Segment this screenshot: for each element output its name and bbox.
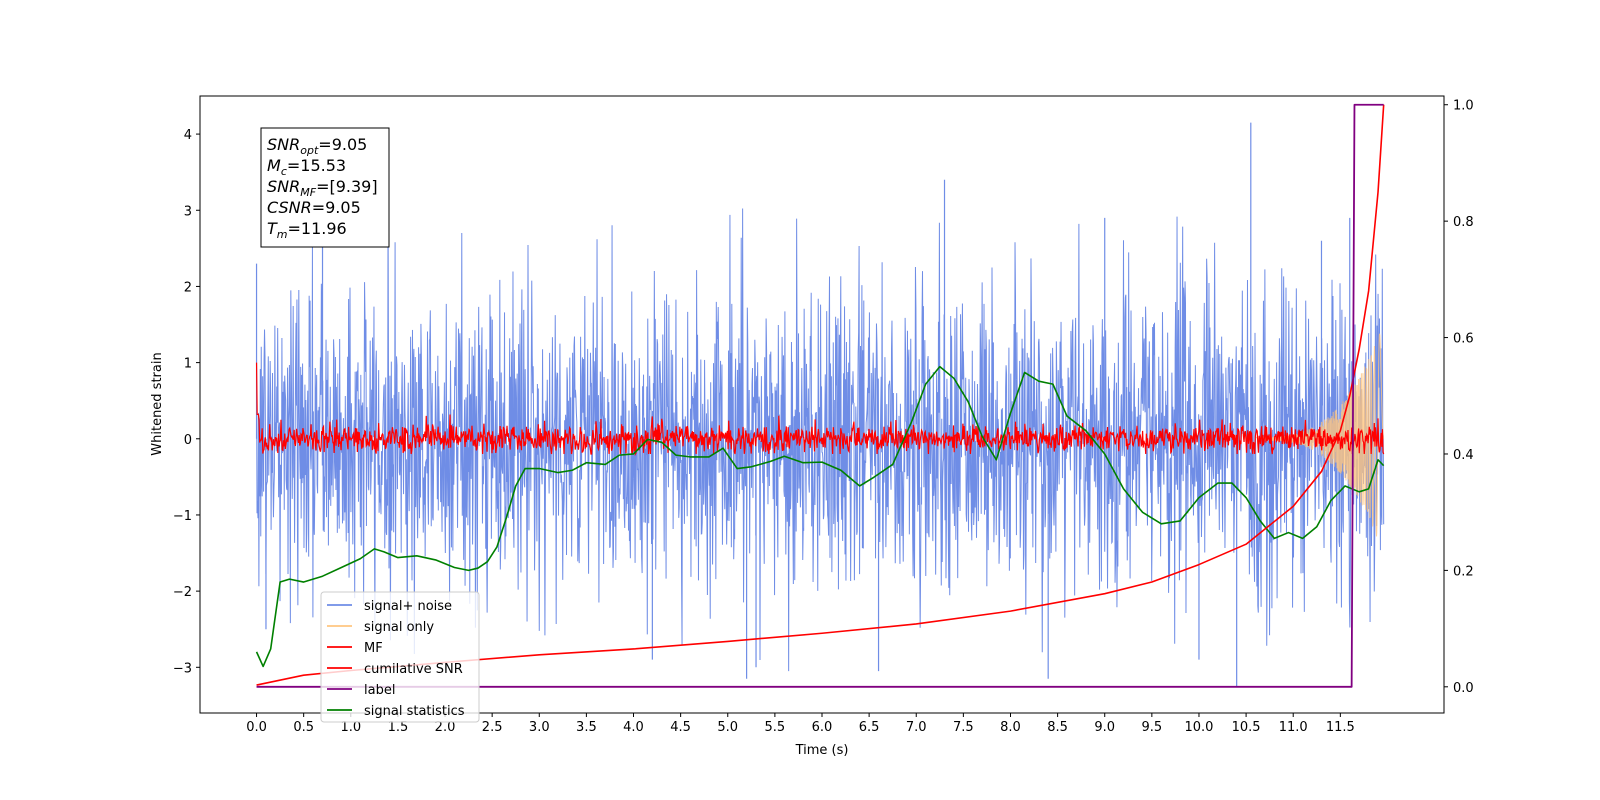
y-tick-label: −3 [173,661,192,676]
x-tick-label: 8.0 [1000,720,1021,735]
y-tick-label: −2 [173,585,192,600]
legend-entry: cumilative SNR [364,662,463,677]
legend-entry: MF [364,641,383,656]
x-tick-label: 3.5 [576,720,597,735]
x-tick-label: 4.5 [670,720,691,735]
y-axis-right: 0.0 0.2 0.4 0.6 0.8 1.0 [1444,99,1474,696]
x-tick-label: 8.5 [1047,720,1068,735]
info-line: CSNR=9.05 [267,198,361,217]
y-axis-left: −3 −2 −1 0 1 2 3 4 [173,128,200,676]
legend-frame [320,591,480,723]
x-tick-label: 5.0 [717,720,738,735]
x-tick-label: 10.5 [1232,720,1261,735]
y2-tick-label: 0.2 [1453,564,1474,579]
x-tick-label: 1.5 [388,720,409,735]
legend-entry: signal only [364,620,434,635]
y2-tick-label: 0.4 [1453,448,1474,463]
y-tick-label: 0 [184,433,192,448]
x-tick-label: 7.5 [953,720,974,735]
legend: signal+ noise signal only MF cumilative SNR… [320,591,480,723]
x-tick-label: 2.5 [482,720,503,735]
plot-area [255,103,1385,688]
x-tick-label: 9.5 [1142,720,1163,735]
x-tick-label: 10.0 [1184,720,1213,735]
info-line: SNRMF=[9.39] [267,177,378,199]
info-line: SNRopt=9.05 [267,135,367,157]
x-tick-label: 9.0 [1094,720,1115,735]
x-tick-label: 6.5 [859,720,880,735]
x-tick-label: 0.0 [246,720,267,735]
info-line: Tm=11.96 [267,219,347,241]
y2-tick-label: 0.8 [1453,215,1474,230]
y-tick-label: 3 [184,204,192,219]
series-mf [255,362,1385,457]
x-tick-label: 5.5 [765,720,786,735]
x-tick-label: 1.0 [340,720,361,735]
x-tick-label: 11.5 [1326,720,1355,735]
x-tick-label: 7.0 [906,720,927,735]
info-line: Mc=15.53 [267,156,346,178]
y2-tick-label: 0.6 [1453,332,1474,347]
series-label [256,103,1384,688]
x-tick-label: 11.0 [1279,720,1308,735]
y-tick-label: −1 [173,509,192,524]
y-tick-label: 4 [184,128,192,143]
x-tick-label: 4.0 [623,720,644,735]
y-tick-label: 1 [184,357,192,372]
x-tick-label: 3.0 [529,720,550,735]
y-axis-label: Whitened strain [150,352,165,455]
y2-tick-label: 1.0 [1453,99,1474,114]
y2-tick-label: 0.0 [1453,681,1474,696]
x-axis-label: Time (s) [795,743,849,758]
series-signal-noise [256,193,1385,672]
info-box: SNRopt=9.05Mc=15.53SNRMF=[9.39]CSNR=9.05… [260,127,390,248]
legend-entry: label [364,683,395,698]
info-box-frame [260,127,390,248]
series-cumulative-snr [256,104,1385,686]
x-tick-label: 0.5 [293,720,314,735]
series-signal-statistics [255,365,1385,668]
x-tick-label: 6.0 [812,720,833,735]
legend-entry: signal statistics [364,704,465,719]
y-tick-label: 2 [184,280,192,295]
x-tick-label: 2.0 [435,720,456,735]
legend-entry: signal+ noise [364,599,452,614]
x-axis: 0.0 0.5 1.0 1.5 2.0 2.5 3.0 3.5 4.0 4.5 5.0 5.5 6.0 6… [246,713,1355,735]
